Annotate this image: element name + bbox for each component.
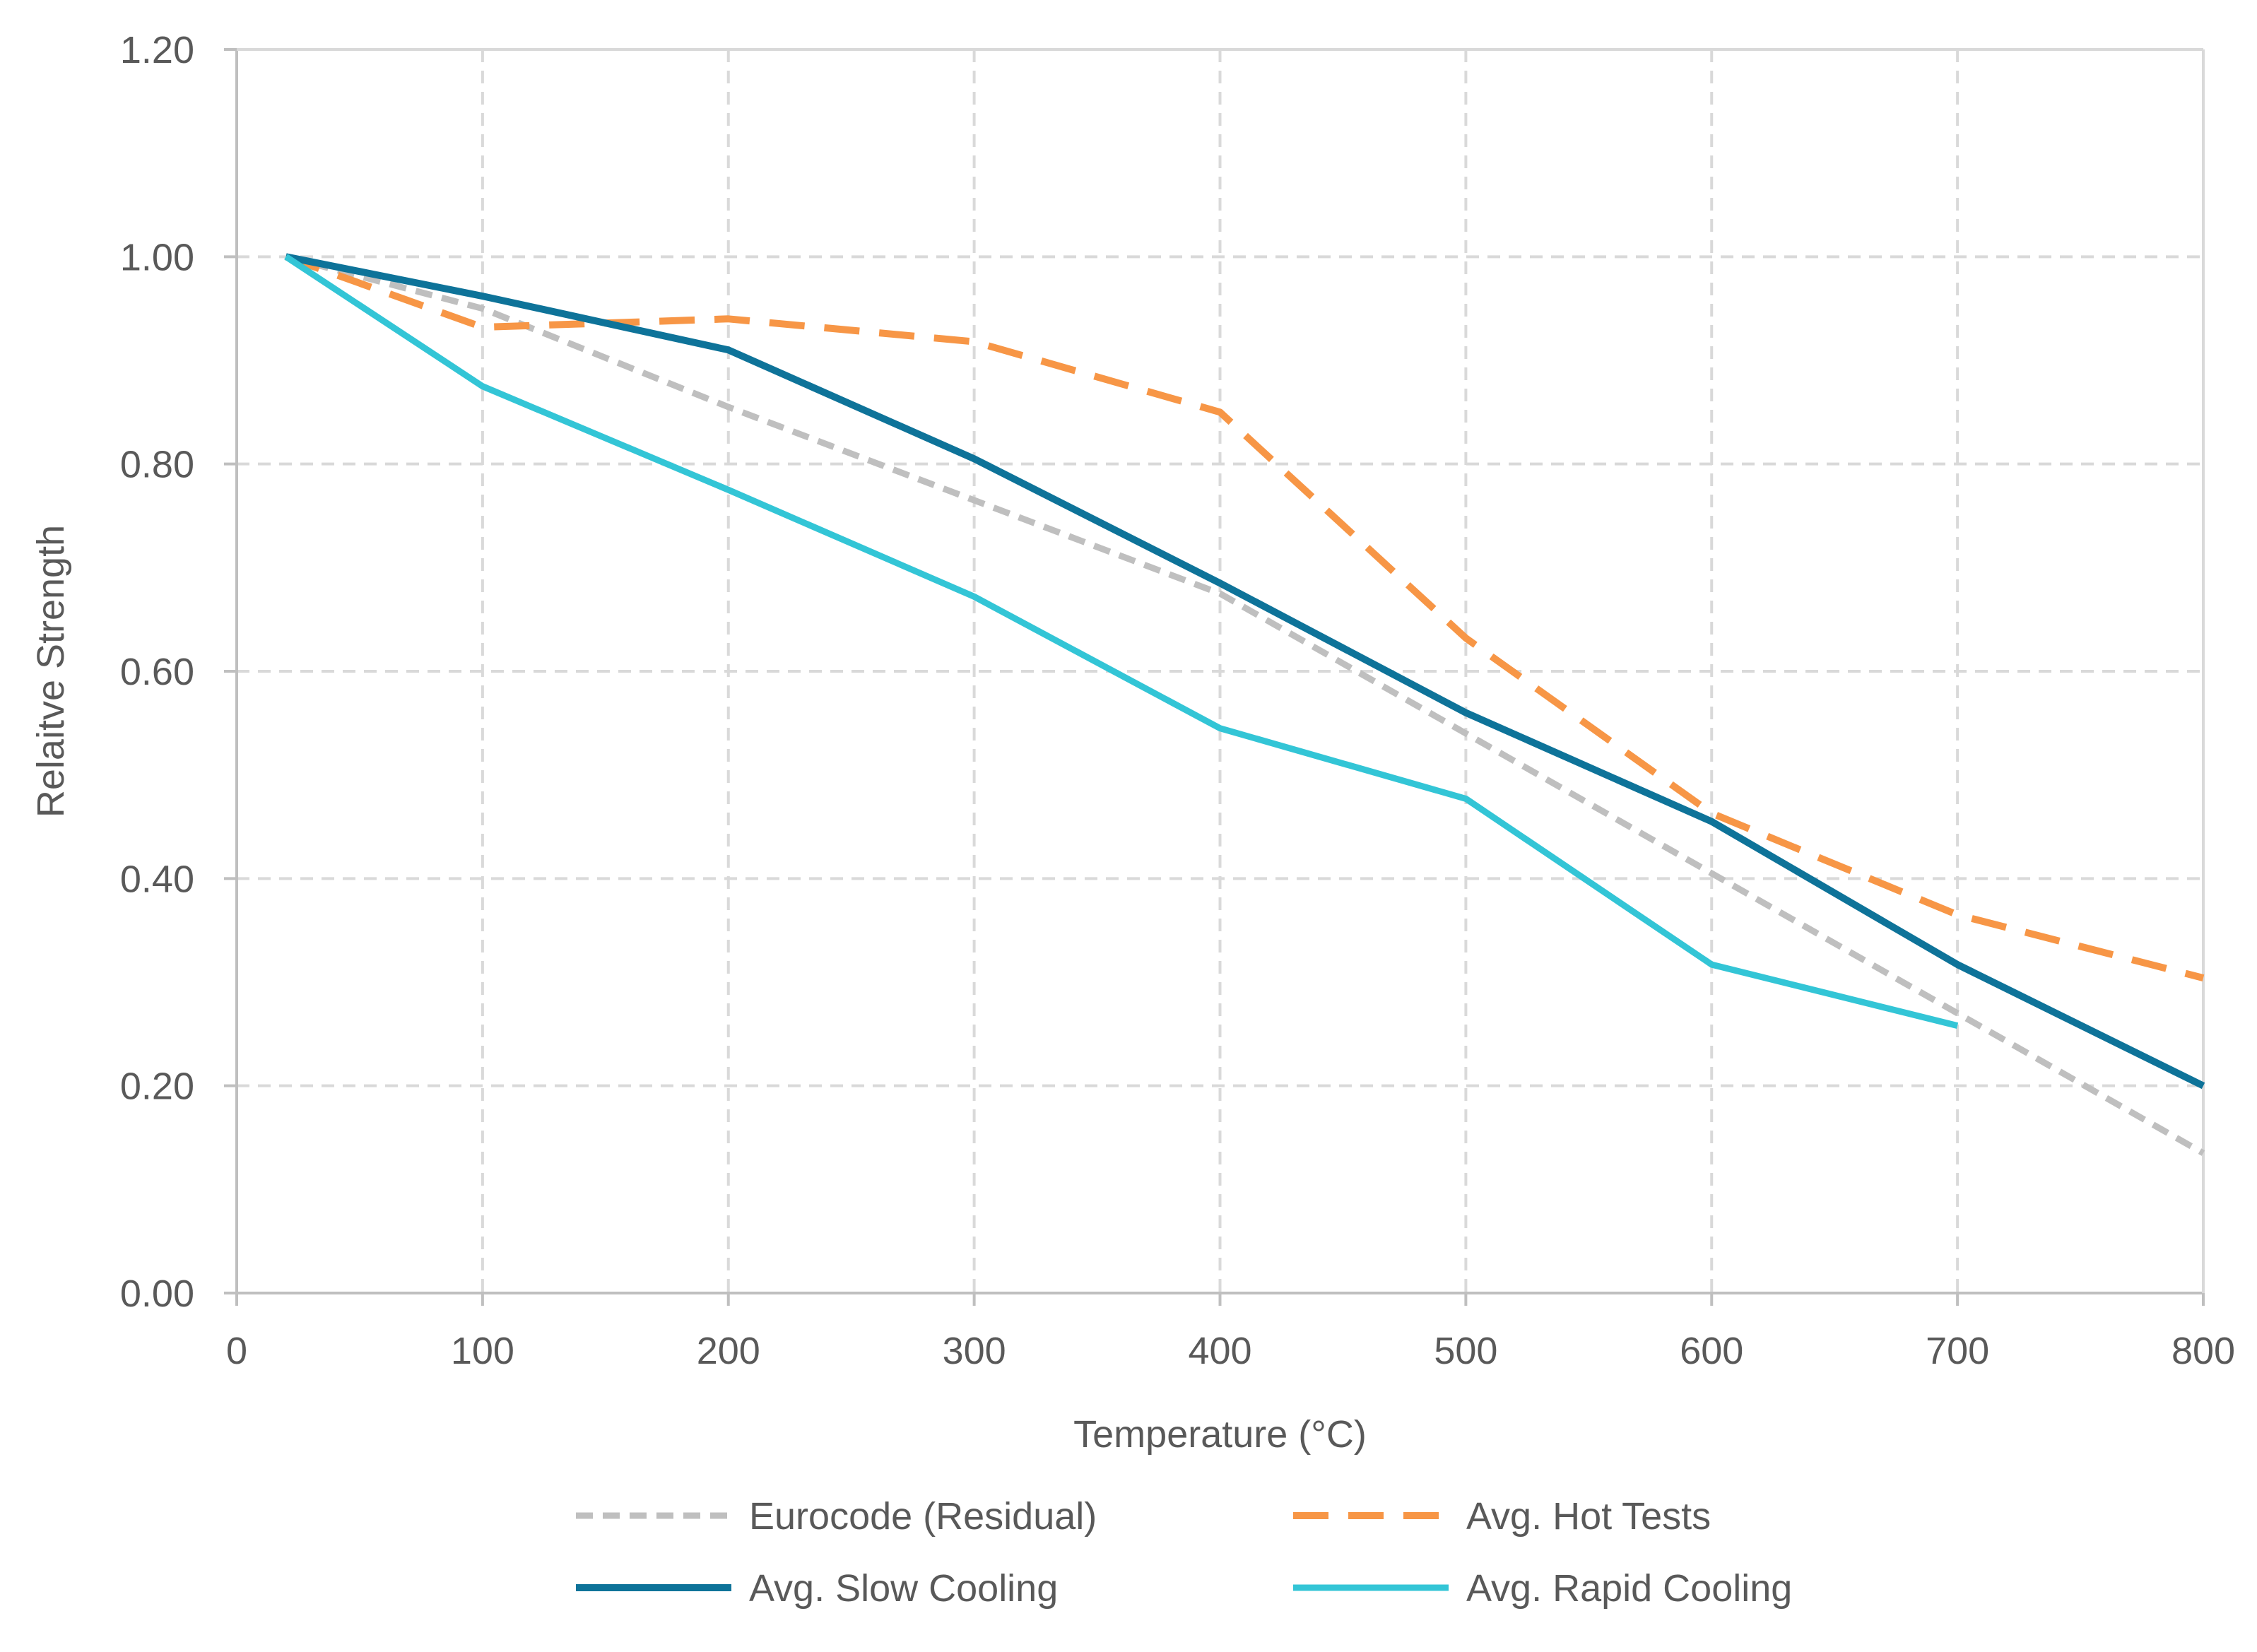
legend-item-2: Avg. Hot Tests: [1293, 1495, 1711, 1538]
y-axis-title: Relaitve Strength: [30, 525, 72, 818]
y-tick-label: 0.20: [120, 1066, 194, 1108]
axes: [224, 48, 2205, 1306]
y-tick-label: 0.60: [120, 651, 194, 693]
x-tick-label: 500: [1434, 1330, 1497, 1372]
x-tick-label: 300: [943, 1330, 1006, 1372]
legend-label: Eurocode (Residual): [749, 1495, 1097, 1538]
legend-item-1: Eurocode (Residual): [576, 1495, 1097, 1538]
x-axis-title: Temperature (°C): [1073, 1413, 1367, 1456]
legend-label: Avg. Slow Cooling: [749, 1567, 1058, 1610]
x-tick-label: 200: [697, 1330, 760, 1372]
y-tick-label: 0.80: [120, 444, 194, 486]
legend: Eurocode (Residual) Avg. Hot Tests Avg. Sl…: [576, 1495, 1792, 1610]
x-tick-label: 800: [2171, 1330, 2235, 1372]
y-tick-label: 1.20: [120, 29, 194, 71]
series-lines: [284, 253, 2205, 1156]
x-tick-label: 100: [451, 1330, 514, 1372]
series-line-2: [284, 253, 2205, 981]
series-line-1: [285, 253, 2205, 1156]
x-tick-label: 0: [226, 1330, 247, 1372]
legend-item-4: Avg. Rapid Cooling: [1293, 1567, 1792, 1610]
y-tick-label: 0.00: [120, 1273, 194, 1315]
y-tick-label: 1.00: [120, 236, 194, 278]
x-tick-label: 400: [1188, 1330, 1251, 1372]
series-line-4: [284, 254, 1959, 1029]
y-tick-label: 0.40: [120, 858, 194, 900]
legend-item-3: Avg. Slow Cooling: [576, 1567, 1058, 1610]
x-tick-label: 600: [1680, 1330, 1743, 1372]
legend-label: Avg. Hot Tests: [1466, 1495, 1711, 1538]
legend-label: Avg. Rapid Cooling: [1466, 1567, 1792, 1610]
x-tick-label: 700: [1926, 1330, 1989, 1372]
tick-labels: 0.00 0.20 0.40 0.60 0.80 1.00 1.20 0 100 200 300 40…: [120, 29, 2235, 1372]
series-line-3: [285, 253, 2205, 1090]
